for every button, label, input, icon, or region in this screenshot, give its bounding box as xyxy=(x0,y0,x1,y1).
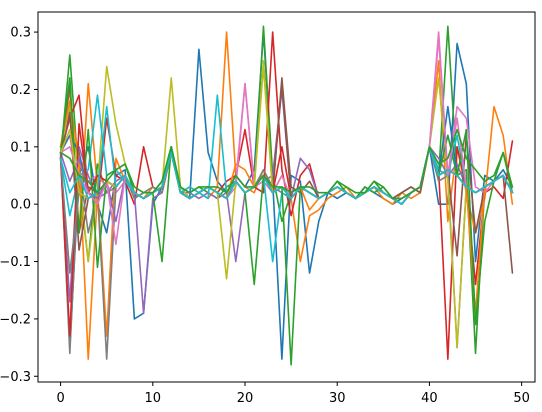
y-tick-label: −0.1 xyxy=(0,255,31,270)
x-tick-label: 50 xyxy=(513,391,530,406)
y-axis-ticks: −0.3 −0.2 −0.1 0.0 0.1 0.2 0.3 xyxy=(0,26,38,385)
y-tick-label: 0.0 xyxy=(10,198,31,213)
x-tick-label: 20 xyxy=(237,391,254,406)
plot-frame xyxy=(37,11,536,383)
x-tick-label: 40 xyxy=(421,391,438,406)
series-line-21 xyxy=(59,128,514,200)
series-layer xyxy=(59,25,514,366)
x-axis-ticks: 0 10 20 30 40 50 xyxy=(56,382,530,406)
x-tick-label: 30 xyxy=(329,391,346,406)
x-tick-label: 0 xyxy=(56,391,64,406)
y-tick-label: −0.3 xyxy=(0,370,31,385)
y-tick-label: −0.2 xyxy=(0,312,31,327)
y-tick-label: 0.2 xyxy=(10,83,31,98)
y-tick-label: 0.1 xyxy=(10,140,31,155)
x-tick-label: 10 xyxy=(145,391,162,406)
series-line-20 xyxy=(59,105,514,205)
y-tick-label: 0.3 xyxy=(10,26,31,41)
